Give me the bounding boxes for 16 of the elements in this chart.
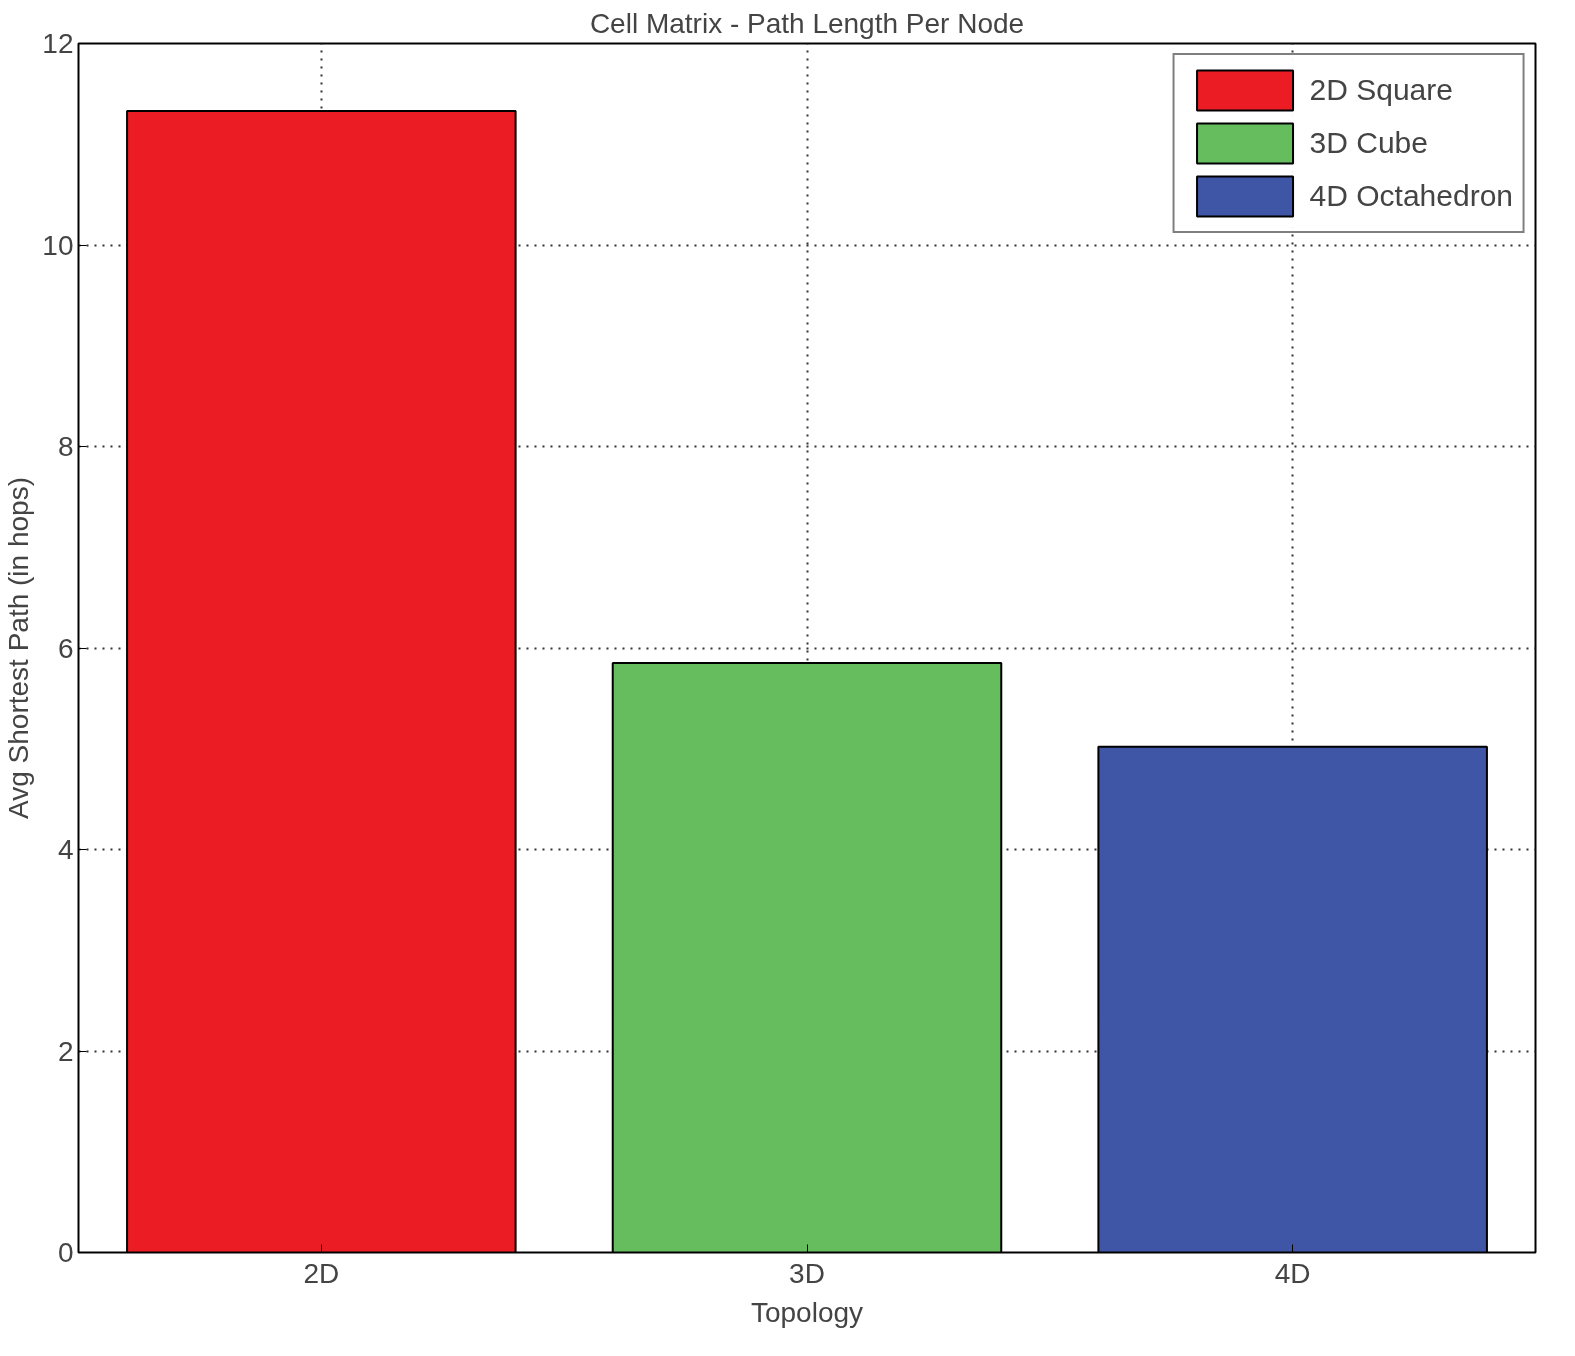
y-tick-label: 2	[57, 1035, 74, 1067]
y-axis-title: Avg Shortest Path (in hops)	[3, 477, 35, 819]
x-axis-title: Topology	[750, 1296, 864, 1328]
y-tick-label: 10	[42, 229, 74, 261]
x-tick-label: 4D	[1274, 1257, 1311, 1289]
legend-label: 2D Square	[1309, 73, 1453, 107]
chart-title: Cell Matrix - Path Length Per Node	[589, 7, 1025, 39]
y-tick-label: 8	[57, 431, 74, 462]
x-tick-label: 2D	[303, 1257, 340, 1289]
y-tick-label: 4	[57, 834, 74, 865]
y-tick-label: 6	[57, 632, 74, 664]
y-tick-label: 0	[57, 1237, 74, 1268]
legend-label: 4D Octahedron	[1309, 179, 1513, 213]
legend-label: 3D Cube	[1309, 126, 1428, 160]
x-tick-label: 3D	[789, 1257, 825, 1289]
y-tick-label: 12	[42, 28, 74, 59]
